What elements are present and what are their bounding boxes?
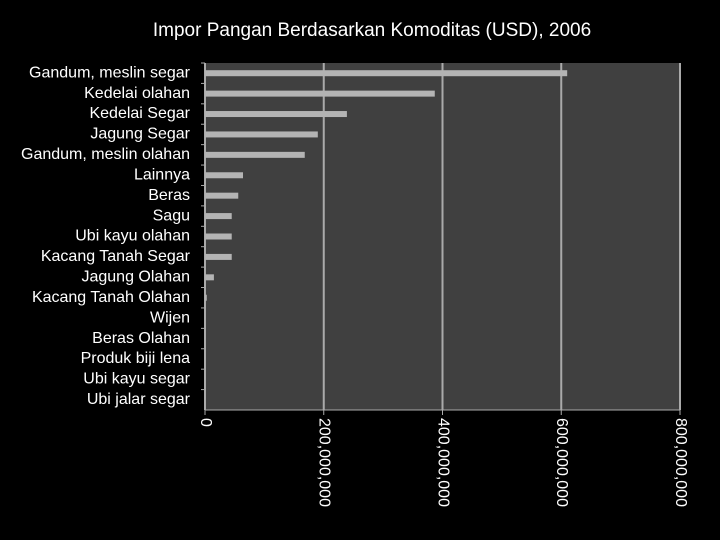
y-tick-label: Jagung Olahan — [81, 269, 190, 286]
x-tick-label: 0 — [197, 418, 214, 427]
y-tick-label: Beras Olahan — [92, 330, 190, 347]
y-tick-label: Kedelai Segar — [89, 105, 190, 122]
y-tick-label: Ubi jalar segar — [87, 391, 191, 408]
chart-title: Impor Pangan Berdasarkan Komoditas (USD)… — [153, 20, 591, 41]
y-tick-label: Gandum, meslin segar — [29, 64, 191, 81]
bar — [205, 70, 568, 77]
y-tick-label: Kedelai olahan — [84, 85, 190, 102]
y-tick-label: Produk biji lena — [81, 350, 191, 367]
y-tick-label: Beras — [148, 187, 190, 204]
y-tick-label: Ubi kayu olahan — [75, 228, 190, 245]
y-tick-label: Jagung Segar — [90, 126, 190, 143]
x-tick-label: 200,000,000 — [316, 418, 333, 507]
bar — [205, 131, 318, 138]
bar — [205, 111, 347, 118]
bar — [205, 213, 232, 220]
y-tick-label: Kacang Tanah Segar — [41, 248, 191, 265]
bar — [205, 151, 305, 158]
bar — [205, 172, 243, 179]
bar — [205, 294, 207, 301]
bar — [205, 274, 214, 281]
y-tick-label: Kacang Tanah Olahan — [32, 289, 190, 306]
y-tick-label: Ubi kayu segar — [83, 371, 190, 388]
bar — [205, 253, 232, 260]
x-tick-label: 400,000,000 — [434, 418, 451, 507]
y-tick-label: Gandum, meslin olahan — [21, 146, 190, 163]
y-tick-label: Lainnya — [134, 166, 190, 183]
y-tick-label: Sagu — [153, 207, 190, 224]
x-tick-label: 600,000,000 — [553, 418, 570, 507]
bar — [205, 90, 435, 97]
x-tick-label: 800,000,000 — [672, 418, 689, 507]
bar — [205, 233, 232, 240]
y-tick-label: Wijen — [150, 309, 190, 326]
bar — [205, 192, 239, 199]
